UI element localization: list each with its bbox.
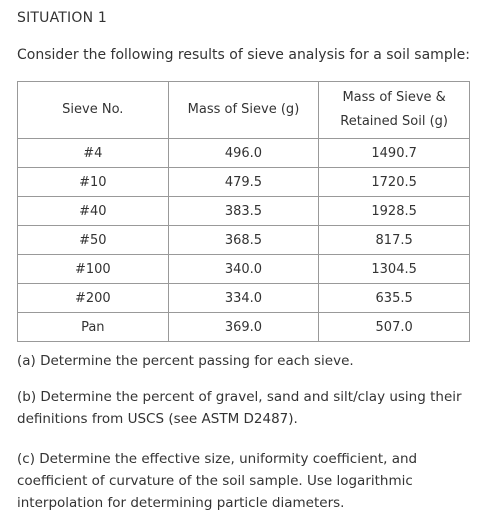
cell-mass-sieve: 369.0: [167, 312, 320, 342]
table-row: #40 383.5 1928.5: [17, 196, 470, 226]
table-row: #10 479.5 1720.5: [17, 167, 470, 197]
header-mass-retained-line2: Retained Soil (g): [340, 114, 448, 129]
cell-mass-sieve: 368.5: [167, 225, 320, 255]
header-sieve-no: Sieve No.: [17, 81, 169, 139]
question-a: (a) Determine the percent passing for ea…: [17, 353, 354, 369]
cell-mass-sieve: 334.0: [167, 283, 320, 313]
cell-sieve-no: #200: [17, 283, 169, 313]
cell-mass-sieve: 383.5: [167, 196, 320, 226]
cell-mass-retained: 1720.5: [318, 167, 470, 197]
question-b: (b) Determine the percent of gravel, san…: [17, 389, 462, 427]
header-mass-retained: Mass of Sieve & Retained Soil (g): [318, 81, 470, 139]
table-row: #100 340.0 1304.5: [17, 254, 470, 284]
sieve-analysis-table: Sieve No. Mass of Sieve (g) Mass of Siev…: [17, 81, 470, 342]
situation-heading: SITUATION 1: [17, 10, 108, 26]
table-row: Pan 369.0 507.0: [17, 312, 470, 342]
question-c: (c) Determine the effective size, unifor…: [17, 451, 418, 511]
header-mass-of-sieve: Mass of Sieve (g): [167, 81, 320, 139]
table-header-row: Sieve No. Mass of Sieve (g) Mass of Siev…: [17, 81, 470, 139]
cell-mass-sieve: 479.5: [167, 167, 320, 197]
cell-sieve-no: #50: [17, 225, 169, 255]
cell-sieve-no: Pan: [17, 312, 169, 342]
cell-mass-sieve: 340.0: [167, 254, 320, 284]
table-row: #200 334.0 635.5: [17, 283, 470, 313]
header-mass-retained-line1: Mass of Sieve &: [342, 90, 446, 105]
cell-mass-retained: 507.0: [318, 312, 470, 342]
table-row: #4 496.0 1490.7: [17, 138, 470, 168]
cell-mass-retained: 817.5: [318, 225, 470, 255]
cell-mass-sieve: 496.0: [167, 138, 320, 168]
cell-mass-retained: 635.5: [318, 283, 470, 313]
cell-mass-retained: 1490.7: [318, 138, 470, 168]
table-row: #50 368.5 817.5: [17, 225, 470, 255]
cell-sieve-no: #100: [17, 254, 169, 284]
intro-text: Consider the following results of sieve …: [17, 47, 470, 63]
cell-sieve-no: #40: [17, 196, 169, 226]
cell-sieve-no: #4: [17, 138, 169, 168]
cell-mass-retained: 1304.5: [318, 254, 470, 284]
cell-sieve-no: #10: [17, 167, 169, 197]
cell-mass-retained: 1928.5: [318, 196, 470, 226]
